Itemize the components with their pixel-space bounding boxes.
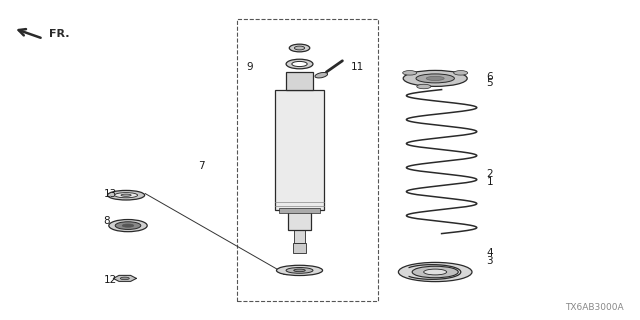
Text: 1: 1 (486, 177, 493, 188)
Text: 6: 6 (486, 72, 493, 82)
Ellipse shape (416, 74, 454, 83)
Text: 7: 7 (198, 161, 205, 172)
Text: 5: 5 (486, 78, 493, 88)
Bar (237, 19, 378, 301)
Text: 12: 12 (104, 275, 117, 285)
Bar (279, 208, 320, 213)
Ellipse shape (412, 266, 458, 278)
Ellipse shape (286, 268, 313, 273)
Ellipse shape (120, 277, 129, 280)
Ellipse shape (286, 59, 313, 69)
Ellipse shape (289, 44, 310, 52)
Text: FR.: FR. (49, 28, 70, 39)
Ellipse shape (398, 262, 472, 282)
Text: 11: 11 (351, 62, 364, 72)
Text: 13: 13 (104, 188, 117, 199)
Bar (288, 211, 311, 230)
Ellipse shape (294, 46, 305, 50)
Ellipse shape (403, 70, 467, 86)
Ellipse shape (115, 193, 138, 198)
Text: 8: 8 (104, 216, 110, 226)
Text: 4: 4 (486, 248, 493, 258)
Bar (293, 243, 306, 253)
Text: 3: 3 (486, 256, 493, 266)
Ellipse shape (122, 224, 134, 227)
Ellipse shape (292, 61, 307, 67)
Ellipse shape (315, 72, 328, 78)
Ellipse shape (109, 220, 147, 232)
Ellipse shape (115, 222, 141, 229)
Ellipse shape (426, 76, 444, 81)
Bar (285, 72, 314, 90)
Polygon shape (113, 276, 136, 281)
Text: 2: 2 (486, 169, 493, 180)
Ellipse shape (424, 269, 447, 275)
Ellipse shape (454, 71, 468, 75)
Text: 10: 10 (282, 267, 295, 277)
Bar (275, 90, 324, 210)
Ellipse shape (121, 194, 131, 196)
Ellipse shape (108, 190, 145, 200)
Ellipse shape (403, 71, 417, 75)
Text: TX6AB3000A: TX6AB3000A (565, 303, 624, 312)
Ellipse shape (294, 269, 305, 272)
Ellipse shape (417, 84, 431, 89)
Bar (294, 230, 305, 243)
Ellipse shape (276, 265, 323, 276)
Text: 9: 9 (246, 62, 253, 72)
